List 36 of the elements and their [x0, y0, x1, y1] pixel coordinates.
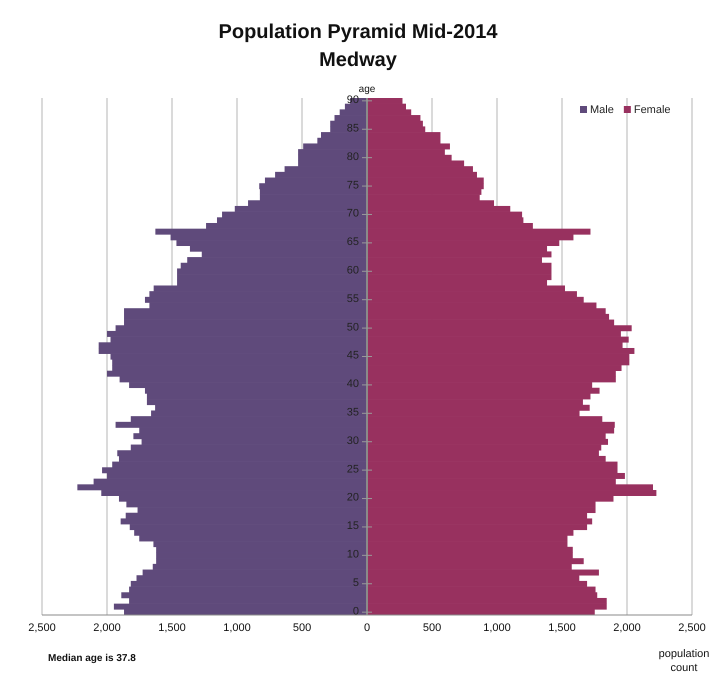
x-tick-label: 1,000 — [483, 622, 511, 634]
y-axis-title: age — [358, 84, 376, 95]
y-tick-label: 60 — [346, 264, 359, 276]
x-tick-label: 0 — [364, 622, 370, 634]
x-tick-label: 2,500 — [28, 622, 56, 634]
text: Median age is 37.8 — [48, 653, 136, 664]
x-tick-label: 1,000 — [223, 622, 251, 634]
chart-subtitle: Medway — [319, 49, 398, 71]
x-tick-label: 2,500 — [678, 622, 706, 634]
y-tick-label: 10 — [346, 548, 359, 561]
x-tick-label: 1,500 — [548, 622, 576, 634]
chart-title: Population Pyramid Mid-2014 — [218, 21, 498, 43]
y-tick-label: 30 — [346, 434, 359, 447]
y-tick-label: 80 — [346, 150, 359, 163]
y-tick-label: 70 — [346, 208, 359, 220]
legend-label: Female — [634, 104, 671, 116]
y-tick-label: 5 — [352, 576, 359, 589]
y-tick-label: 50 — [346, 321, 359, 334]
x-tick-label: 2,000 — [93, 622, 121, 634]
y-tick-label: 15 — [346, 520, 359, 532]
x-tick-label: 1,500 — [158, 622, 186, 634]
y-tick-label: 25 — [346, 463, 359, 476]
y-tick-label: 45 — [346, 350, 359, 362]
y-tick-label: 55 — [346, 292, 359, 305]
y-tick-label: 75 — [346, 179, 359, 192]
x-tick-label: 500 — [292, 622, 312, 634]
y-tick-label: 0 — [352, 605, 359, 618]
legend-label: Male — [590, 104, 614, 116]
x-tick-label: 2,000 — [613, 622, 641, 634]
y-tick-label: 20 — [346, 492, 359, 504]
y-tick-label: 85 — [346, 122, 359, 134]
y-tick-label: 35 — [346, 406, 359, 419]
x-tick-label: 500 — [422, 622, 442, 634]
y-tick-label: 65 — [346, 236, 359, 248]
y-tick-label: 40 — [346, 378, 359, 390]
x-axis-title: population count — [658, 648, 710, 674]
